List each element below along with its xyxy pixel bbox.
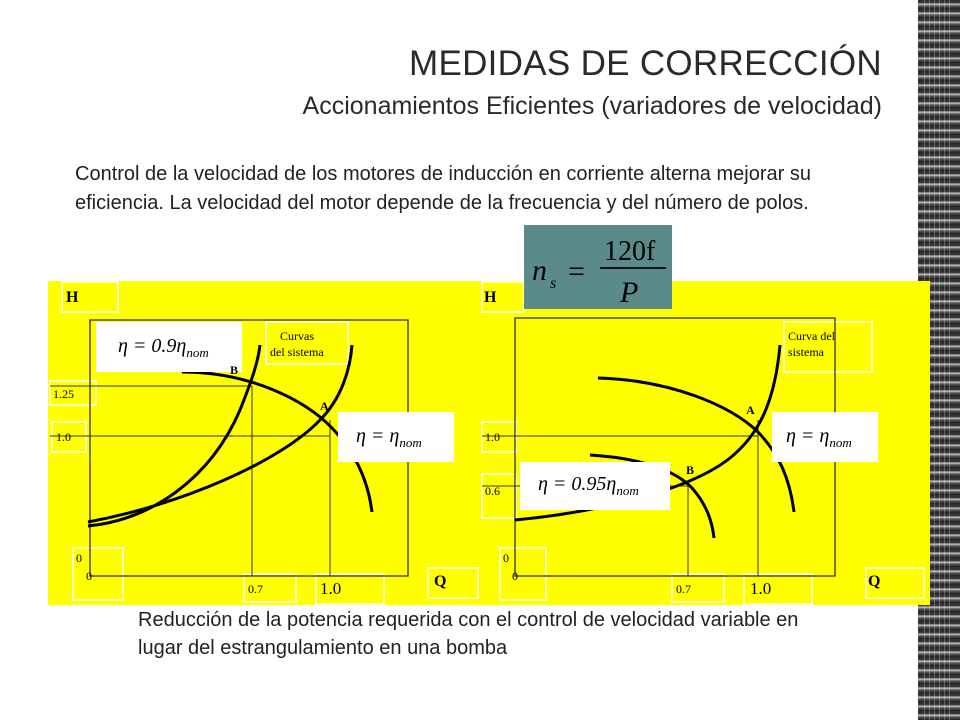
left-system-label-2: del sistema bbox=[270, 345, 324, 359]
right-x-10: 1.0 bbox=[750, 579, 771, 598]
right-eta-a-box bbox=[772, 412, 878, 462]
left-x10-box bbox=[315, 573, 385, 605]
right-system-curve bbox=[514, 344, 782, 522]
right-system-label-2: sistema bbox=[788, 345, 825, 359]
left-q-box bbox=[427, 567, 479, 599]
formula-numerator: 120f bbox=[604, 236, 656, 267]
right-eta-b-label: η = 0.95ηnom bbox=[538, 473, 639, 498]
right-tick-06: 0.6 bbox=[485, 484, 500, 498]
page-subtitle: Accionamientos Eficientes (variadores de… bbox=[302, 92, 882, 120]
formula-lhs: n bbox=[532, 254, 547, 287]
left-tick-125: 1.25 bbox=[53, 387, 74, 401]
right-eta-a-label: η = ηnom bbox=[786, 425, 852, 450]
formula-denominator: P bbox=[619, 276, 638, 309]
right-pump-curve-full bbox=[597, 376, 796, 513]
right-point-a: A bbox=[746, 403, 755, 417]
formula-lhs-sub: s bbox=[550, 275, 556, 292]
figure-caption: Reducción de la potencia requerida con e… bbox=[138, 609, 799, 659]
left-07-box bbox=[243, 573, 297, 603]
left-system-curve-normal bbox=[87, 344, 354, 524]
left-x-axis-label: Q bbox=[434, 573, 446, 590]
right-eta-b-box bbox=[520, 462, 670, 510]
page-title: MEDIDAS DE CORRECCIÓN bbox=[408, 44, 882, 83]
left-x-07: 0.7 bbox=[248, 582, 263, 596]
right-x-axis-label: Q bbox=[868, 573, 880, 590]
left-eta-b-box bbox=[96, 322, 242, 372]
right-tick-10: 1.0 bbox=[485, 430, 500, 444]
right-origin-x: 0 bbox=[512, 569, 518, 583]
left-h-box bbox=[61, 281, 119, 313]
right-10-box bbox=[481, 421, 517, 453]
right-06-box bbox=[481, 473, 517, 519]
right-h-box bbox=[481, 281, 525, 313]
left-point-a: A bbox=[320, 399, 329, 413]
right-plot bbox=[481, 281, 925, 605]
right-y-axis-label: H bbox=[484, 289, 497, 306]
left-system-curve-throttled bbox=[87, 344, 262, 528]
speed-formula: n s = 120f P bbox=[524, 225, 672, 309]
left-y-axis-label: H bbox=[66, 289, 79, 306]
left-origin-y: 0 bbox=[76, 551, 82, 565]
right-pump-curve-reduced bbox=[589, 453, 716, 539]
right-x10-box bbox=[743, 573, 813, 605]
right-q-box bbox=[865, 567, 925, 599]
right-07-box bbox=[671, 573, 725, 603]
left-pump-curve bbox=[181, 370, 374, 513]
left-point-b: B bbox=[230, 363, 238, 377]
left-eta-a-label: η = ηnom bbox=[356, 425, 422, 450]
left-125-box bbox=[49, 380, 97, 406]
right-system-label-1: Curva del bbox=[788, 329, 836, 343]
formula-equals: = bbox=[568, 255, 585, 288]
left-tick-10: 1.0 bbox=[56, 430, 71, 444]
left-origin-box bbox=[72, 547, 124, 601]
left-origin-x: 0 bbox=[86, 569, 92, 583]
right-origin-y: 0 bbox=[503, 551, 509, 565]
left-system-label-1: Curvas bbox=[280, 329, 314, 343]
formula-background bbox=[524, 225, 672, 309]
left-10-box bbox=[51, 421, 87, 453]
left-eta-b-label: η = 0.9ηnom bbox=[118, 335, 209, 360]
left-plot bbox=[49, 281, 479, 605]
left-x-10: 1.0 bbox=[320, 579, 341, 598]
decorative-border bbox=[918, 0, 960, 720]
right-point-b: B bbox=[686, 463, 694, 477]
right-system-box bbox=[783, 321, 873, 373]
right-origin-box bbox=[499, 547, 547, 601]
right-x-07: 0.7 bbox=[676, 582, 691, 596]
intro-paragraph: Control de la velocidad de los motores d… bbox=[75, 163, 811, 214]
left-eta-a-box bbox=[338, 412, 454, 462]
left-system-box bbox=[265, 321, 349, 365]
